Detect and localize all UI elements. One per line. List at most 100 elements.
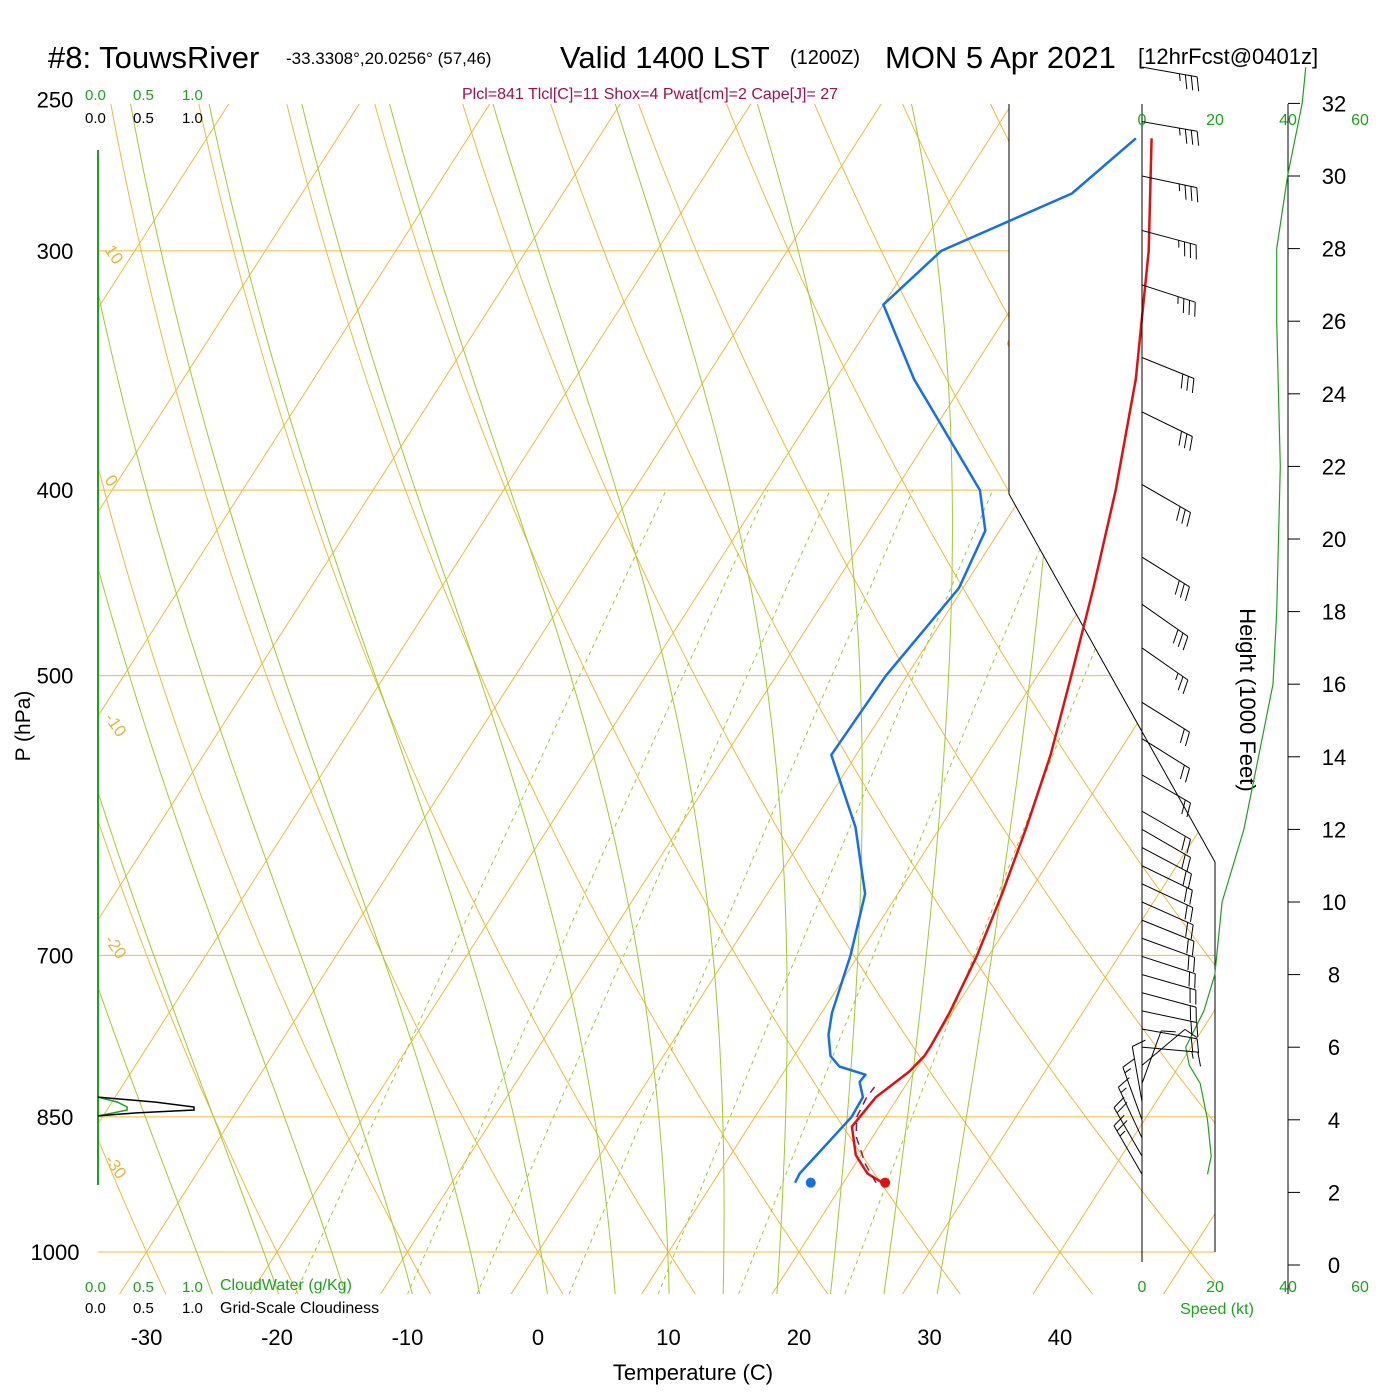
moist-adiabat-26 (755, 104, 863, 1294)
speed-tick-bottom-0: 0 (1138, 1279, 1147, 1296)
y-tick-700: 700 (37, 943, 74, 968)
height-tick-28: 28 (1322, 237, 1346, 262)
x-tick--20: -20 (261, 1325, 293, 1350)
dry-adiabat-80 (812, 104, 1215, 1294)
dry-adiabat-10 (197, 104, 721, 1294)
dry-adiabat--30 (98, 104, 184, 1294)
wind-barb (1141, 774, 1191, 818)
height-tick-26: 26 (1322, 309, 1346, 334)
wind-barb (1141, 175, 1199, 203)
speed-tick-bottom-3: 60 (1351, 1279, 1369, 1296)
isotherm-50 (1139, 104, 1215, 1294)
mixing-ratio-12 (723, 489, 1066, 1294)
wind-barb (1117, 1077, 1143, 1139)
dry-adiabat-60 (636, 104, 1215, 1294)
dry-adiabat-0 (109, 104, 587, 1294)
dry-adiabat--20 (98, 104, 318, 1294)
dry-adiabat--10 (98, 104, 453, 1294)
isotherm--50 (98, 104, 624, 1294)
dry-adiabat-30 (372, 104, 989, 1294)
speed-tick-bottom-2: 40 (1279, 1279, 1297, 1296)
background-lines (98, 99, 1400, 1331)
moist-adiabat--5 (98, 104, 423, 1294)
wind-barb (1141, 1028, 1198, 1066)
dry-adiabat-140 (1340, 99, 1400, 1331)
dry-adiabat-40 (460, 104, 1123, 1294)
cloud-scale-bottom-black-0: 0.0 (85, 1300, 106, 1317)
parcel-profile (855, 1086, 877, 1184)
isotherm-20 (747, 104, 1215, 1294)
isotherm-0 (486, 104, 1215, 1294)
wind-barb (1141, 357, 1195, 394)
cloud-scale-bottom-green-0: 0.0 (85, 1279, 106, 1296)
moist-adiabat--10 (98, 104, 358, 1294)
surface-temperature-dot (880, 1177, 891, 1188)
x-tick--30: -30 (131, 1325, 163, 1350)
speed-tick-top-3: 60 (1351, 112, 1369, 129)
wind-barb (1141, 992, 1197, 1022)
wind-barb (1141, 1010, 1199, 1038)
cloudwater-label: CloudWater (g/Kg) (220, 1277, 352, 1294)
wind-barb (1141, 121, 1200, 146)
y-tick-300: 300 (37, 239, 74, 264)
isotherm-label-0: 0 (1001, 332, 1031, 358)
utc-time: (1200Z) (790, 47, 860, 69)
wind-barb (1141, 919, 1195, 956)
height-tick-32: 32 (1322, 91, 1346, 116)
cloud-scale-bottom-green-2: 1.0 (182, 1279, 203, 1296)
plot-boundary (1008, 104, 1216, 1252)
temperature-profile (850, 138, 1153, 1184)
wind-barb (1141, 937, 1196, 973)
height-tick-8: 8 (1328, 963, 1340, 988)
y-tick-1000: 1000 (31, 1240, 80, 1265)
height-tick-24: 24 (1322, 382, 1346, 407)
isotherm-10 (617, 104, 1215, 1294)
height-tick-14: 14 (1322, 745, 1346, 770)
mixing-ratio-20 (830, 489, 1160, 1294)
wind-barb (1141, 411, 1193, 451)
wind-barb (1141, 865, 1193, 905)
mixing-ratio-3 (460, 489, 831, 1294)
isotherm-30 (878, 104, 1215, 1294)
height-tick-4: 4 (1328, 1108, 1340, 1133)
moist-adiabat-10 (300, 104, 619, 1294)
station-title: #8: TouwsRiver (48, 40, 259, 75)
wind-barb (1141, 828, 1191, 872)
wind-barb (1141, 701, 1190, 747)
moist-adiabat-22 (613, 104, 788, 1294)
mixing-ratio-label-2: 2 (386, 1306, 407, 1325)
mixing-ratio-label-8: 8 (637, 1306, 658, 1325)
stability-indices: Plcl=841 Tlcl[C]=11 Shox=4 Pwat[cm]=2 Ca… (462, 86, 838, 103)
x-tick-30: 30 (917, 1325, 941, 1350)
dry-adiabat-90 (899, 104, 1215, 1294)
valid-time: Valid 1400 LST (560, 40, 770, 75)
wind-barb (1141, 556, 1190, 601)
dry-adiabat-20 (285, 104, 855, 1294)
axes: -30 -20 -10 0 10 20 30 402503004005007008501000… (31, 87, 1347, 1350)
speed-tick-top-2: 40 (1279, 112, 1297, 129)
wind-barb (1141, 1030, 1176, 1084)
isotherm-60 (1270, 99, 1400, 1331)
wind-barb (1141, 738, 1190, 783)
speed-axis-label: Speed (kt) (1180, 1301, 1254, 1318)
cloud-scale-top-black-2: 1.0 (182, 110, 203, 127)
cloud-scale-top-black-1: 0.5 (133, 110, 154, 127)
y-tick-850: 850 (37, 1105, 74, 1130)
isotherm--10 (356, 104, 1146, 1294)
isotherm--60 (98, 104, 494, 1294)
height-tick-6: 6 (1328, 1035, 1340, 1060)
dry-adiabat-50 (548, 104, 1215, 1294)
cloud-scale-bottom-black-1: 0.5 (133, 1300, 154, 1317)
mixing-ratio-label-20: 20 (821, 1302, 847, 1328)
wind-barb (1141, 229, 1197, 260)
dry-adiabat-label-0: 10 (101, 241, 127, 267)
moist-adiabat-30 (878, 104, 953, 1294)
cloud-scale-top-green-2: 1.0 (182, 87, 203, 104)
height-tick-20: 20 (1322, 527, 1346, 552)
moist-adiabat-5 (207, 104, 553, 1294)
isotherm-label-10: 10 (1035, 517, 1072, 554)
dry-adiabat-label-3: -20 (101, 931, 131, 962)
x-tick-20: 20 (787, 1325, 811, 1350)
cloudiness-label: Grid-Scale Cloudiness (220, 1300, 379, 1317)
y-tick-400: 400 (37, 478, 74, 503)
